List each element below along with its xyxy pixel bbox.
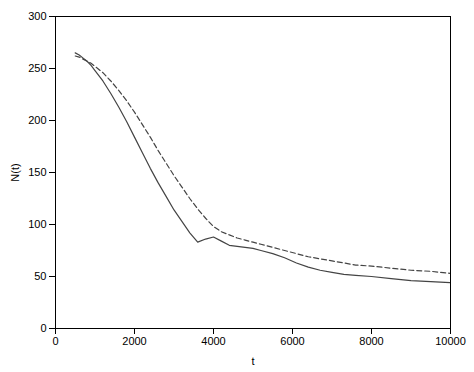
svg-text:N(t): N(t) xyxy=(9,163,21,181)
svg-text:10000: 10000 xyxy=(435,335,466,347)
svg-text:2000: 2000 xyxy=(122,335,146,347)
svg-text:250: 250 xyxy=(28,62,46,74)
svg-text:200: 200 xyxy=(28,114,46,126)
svg-text:0: 0 xyxy=(40,322,46,334)
svg-text:0: 0 xyxy=(52,335,58,347)
svg-text:6000: 6000 xyxy=(280,335,304,347)
svg-text:300: 300 xyxy=(28,10,46,22)
svg-text:4000: 4000 xyxy=(201,335,225,347)
svg-text:t: t xyxy=(251,355,254,367)
svg-text:8000: 8000 xyxy=(359,335,383,347)
svg-text:150: 150 xyxy=(28,166,46,178)
svg-text:50: 50 xyxy=(34,270,46,282)
svg-text:100: 100 xyxy=(28,218,46,230)
